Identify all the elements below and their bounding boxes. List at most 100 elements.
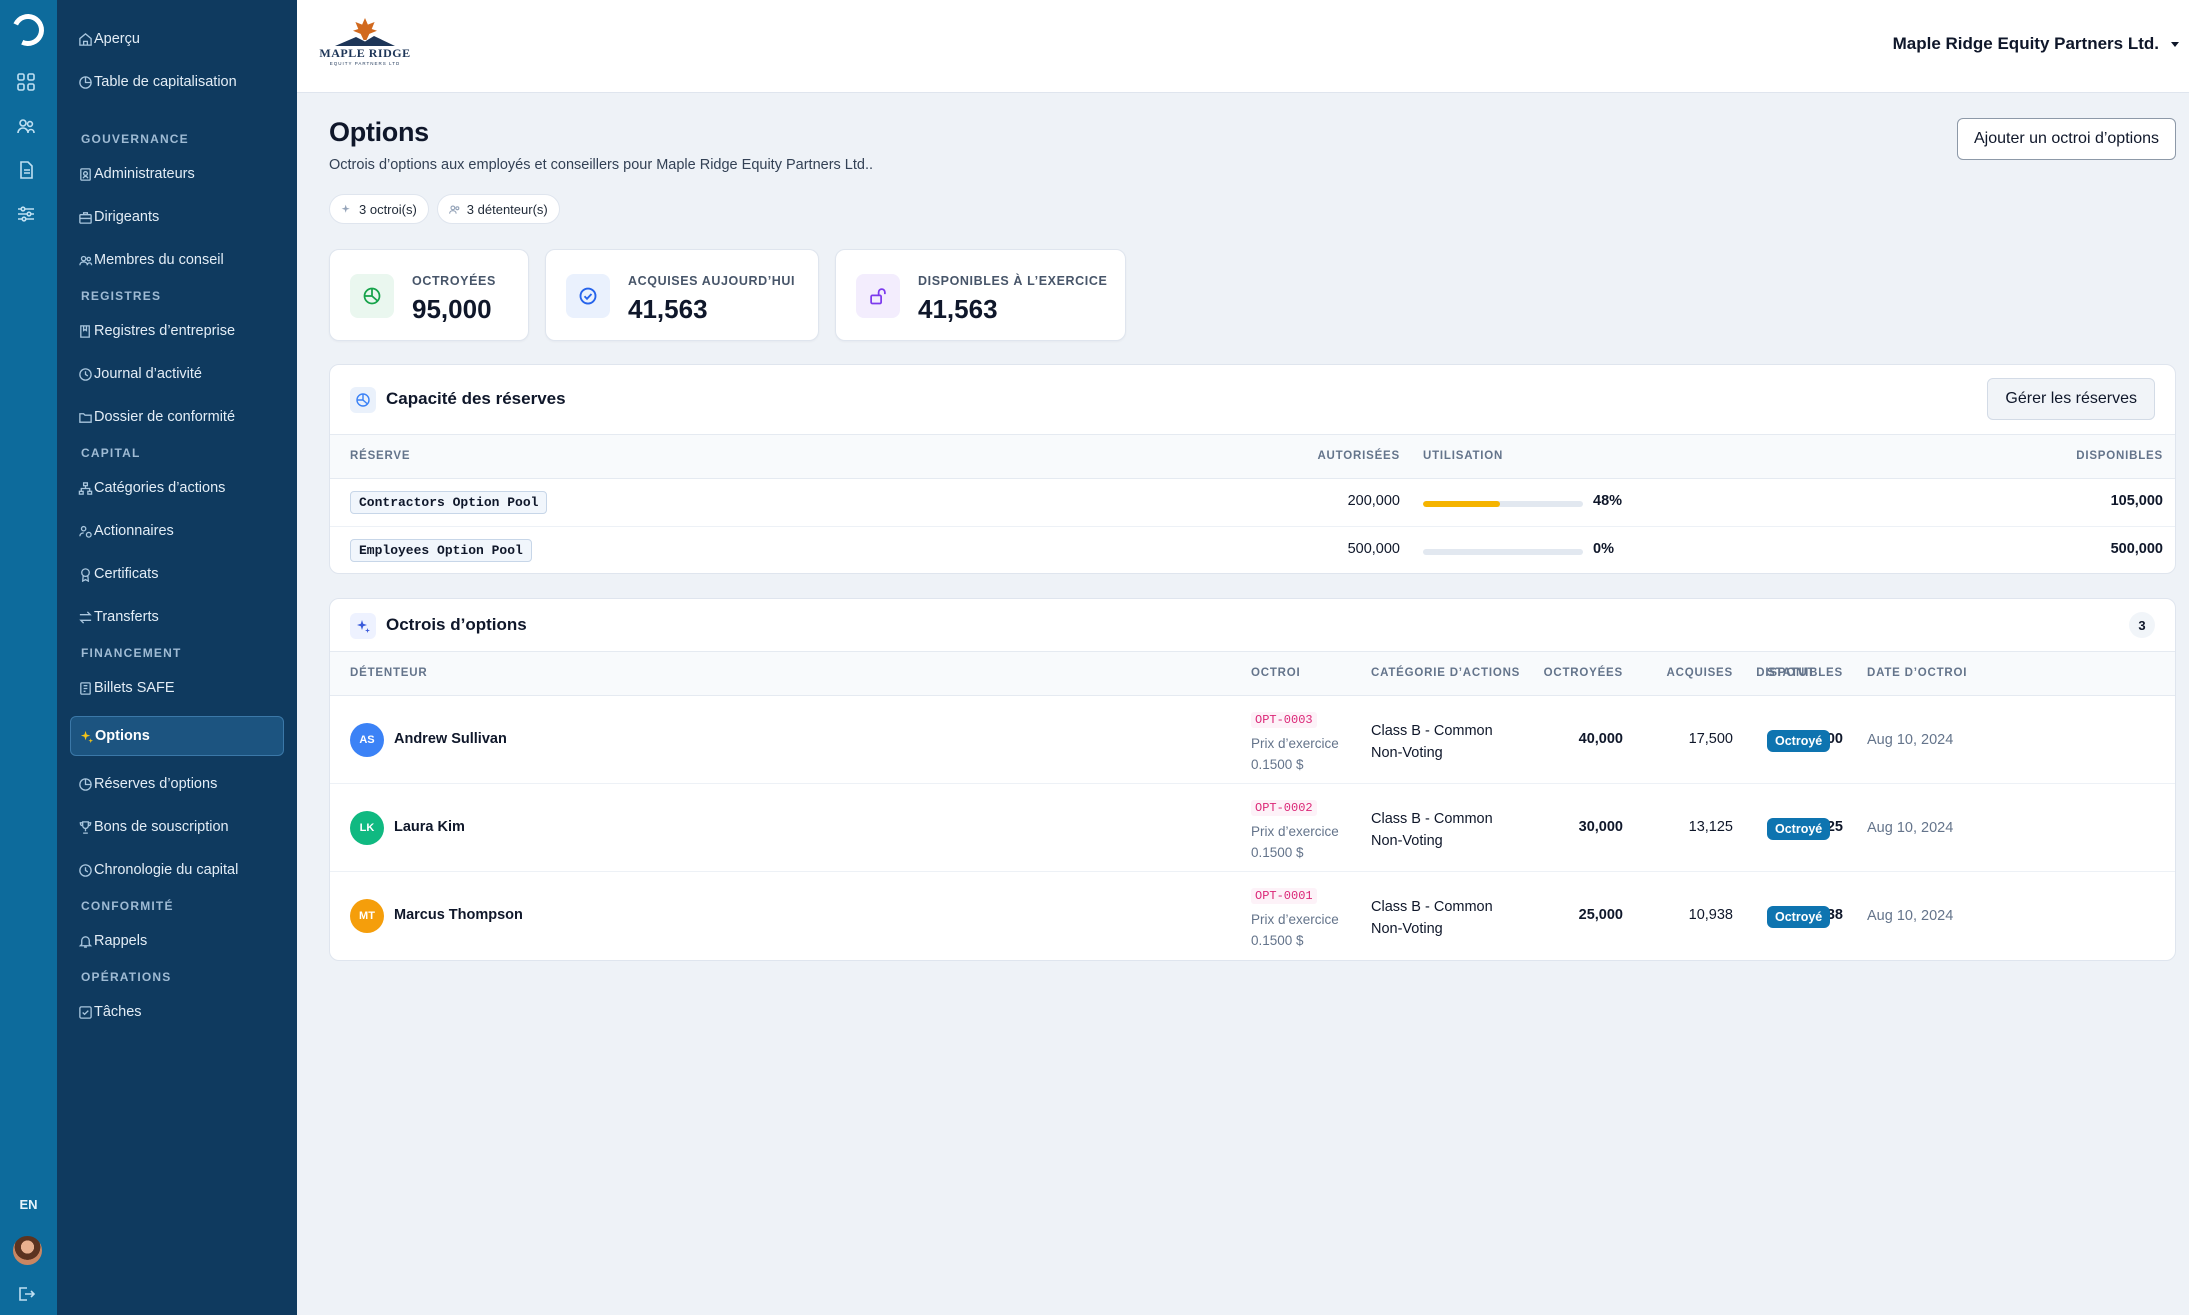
sidebar-item-categories[interactable]: Catégories d’actions (70, 473, 284, 503)
stat-card-exercisable: DISPONIBLES À L’EXERCICE 41,563 (835, 249, 1126, 341)
user-avatar[interactable] (11, 1234, 44, 1267)
pool-name: Contractors Option Pool (350, 491, 548, 514)
table-row[interactable]: LK Laura Kim OPT-0002 Prix d’exercice 0.… (330, 784, 2175, 872)
sidebar-item-label: Membres du conseil (94, 252, 224, 268)
panel-header: Octrois d’options 3 (330, 599, 2175, 652)
sidebar-item-journal[interactable]: Journal d’activité (70, 359, 284, 389)
column-header[interactable]: AUTORISÉES (1317, 450, 1400, 462)
vested-value: 13,125 (1688, 819, 1733, 835)
pie-chart-icon (350, 274, 394, 318)
add-option-grant-button[interactable]: Ajouter un octroi d’options (1957, 118, 2176, 160)
usage-percent: 48% (1593, 493, 1623, 509)
exercise-price: Prix d’exercice 0.1500 $ (1251, 909, 1339, 951)
summary-chips: 3 octroi(s) 3 détenteur(s) (329, 194, 560, 224)
table-row[interactable]: AS Andrew Sullivan OPT-0003 Prix d’exerc… (330, 696, 2175, 784)
sidebar-item-actionnaires[interactable]: Actionnaires (70, 516, 284, 546)
column-header[interactable]: DATE D’OCTROI (1867, 667, 1968, 679)
sidebar-item-taches[interactable]: Tâches (70, 997, 284, 1027)
sidebar-item-label: Réserves d’options (94, 776, 218, 792)
sidebar-item-chronologie[interactable]: Chronologie du capital (70, 855, 284, 885)
sparkle-icon (350, 613, 376, 639)
chevron-down-icon (2171, 41, 2179, 47)
users-icon[interactable] (16, 116, 36, 136)
stat-value: 41,563 (918, 294, 998, 324)
sidebar-item-billets-safe[interactable]: Billets SAFE (70, 673, 284, 703)
column-header[interactable]: ACQUISES (1666, 667, 1733, 679)
holder-name[interactable]: Andrew Sullivan (394, 731, 507, 747)
table-row[interactable]: Employees Option Pool 500,000 0% 500,000 (330, 527, 2175, 573)
shareholders-icon (79, 525, 92, 538)
sidebar-item-label: Actionnaires (94, 523, 174, 539)
language-toggle[interactable]: EN (19, 1197, 38, 1212)
column-header[interactable]: DISPONIBLES (1756, 667, 1843, 679)
sidebar-item-administrateurs[interactable]: Administrateurs (70, 159, 284, 189)
stat-card-granted: OCTROYÉES 95,000 (329, 249, 529, 341)
grant-code: OPT-0001 (1251, 888, 1317, 904)
app-logo-icon[interactable] (7, 9, 49, 51)
sidebar-item-certificats[interactable]: Certificats (70, 559, 284, 589)
sidebar-item-label: Bons de souscription (94, 819, 229, 835)
sidebar: Aperçu Table de capitalisation GOUVERNAN… (57, 0, 297, 1315)
stat-card-vested: ACQUISES AUJOURD’HUI 41,563 (545, 249, 819, 341)
holder-name[interactable]: Laura Kim (394, 819, 465, 835)
column-header[interactable]: RÉSERVE (350, 450, 411, 462)
avatar: LK (350, 811, 384, 845)
sidebar-item-label: Certificats (94, 566, 159, 582)
sidebar-item-label: Journal d’activité (94, 366, 202, 382)
sidebar-item-registres[interactable]: Registres d’entreprise (70, 316, 284, 346)
company-switcher[interactable]: Maple Ridge Equity Partners Ltd. (1893, 34, 2179, 54)
granted-value: 30,000 (1578, 819, 1623, 835)
exercise-price: Prix d’exercice 0.1500 $ (1251, 821, 1339, 863)
exercise-price-value: 0.1500 $ (1251, 845, 1304, 860)
sidebar-item-cap-table[interactable]: Table de capitalisation (70, 67, 284, 97)
grid-icon[interactable] (16, 72, 36, 92)
column-header[interactable]: OCTROI (1251, 667, 1301, 679)
hierarchy-icon (78, 482, 93, 495)
chip-label: 3 détenteur(s) (466, 201, 548, 217)
panel-header: Capacité des réserves Gérer les réserves (330, 365, 2175, 435)
column-header[interactable]: DÉTENTEUR (350, 667, 428, 679)
sidebar-item-membres-conseil[interactable]: Membres du conseil (70, 245, 284, 275)
document-icon[interactable] (16, 160, 36, 180)
holder-name[interactable]: Marcus Thompson (394, 907, 523, 923)
share-class: Class B - Common Non-Voting (1371, 720, 1493, 764)
stat-label: ACQUISES AUJOURD’HUI (628, 274, 796, 288)
sliders-icon[interactable] (16, 204, 36, 224)
sidebar-item-transferts[interactable]: Transferts (70, 602, 284, 632)
column-header[interactable]: OCTROYÉES (1543, 667, 1623, 679)
logout-icon[interactable] (16, 1284, 36, 1304)
sidebar-item-bons-souscription[interactable]: Bons de souscription (70, 812, 284, 842)
page-title: Options (329, 117, 429, 147)
grant-date: Aug 10, 2024 (1867, 732, 1954, 748)
table-row[interactable]: Contractors Option Pool 200,000 48% 105,… (330, 479, 2175, 527)
sidebar-item-rappels[interactable]: Rappels (70, 926, 284, 956)
exercise-price-label: Prix d’exercice (1251, 736, 1339, 751)
table-header: RÉSERVE AUTORISÉES UTILISATION DISPONIBL… (330, 435, 2175, 479)
column-header[interactable]: STATUT (1767, 667, 1816, 679)
column-header[interactable]: CATÉGORIE D’ACTIONS (1371, 667, 1521, 679)
stat-value: 95,000 (412, 294, 492, 324)
vested-value: 17,500 (1688, 731, 1733, 747)
sidebar-item-label: Dossier de conformité (94, 409, 236, 425)
sidebar-item-dirigeants[interactable]: Dirigeants (70, 202, 284, 232)
sparkle-icon (80, 730, 94, 744)
sidebar-item-options[interactable]: Options (70, 716, 284, 756)
company-name: Maple Ridge Equity Partners Ltd. (1892, 34, 2159, 53)
sidebar-item-apercu[interactable]: Aperçu (70, 24, 284, 54)
avatar: MT (350, 899, 384, 933)
sidebar-section-title: OPÉRATIONS (81, 970, 172, 984)
manage-pools-button[interactable]: Gérer les réserves (1987, 378, 2155, 420)
note-icon (80, 682, 91, 695)
sidebar-item-reserves-options[interactable]: Réserves d’options (70, 769, 284, 799)
sparkle-icon (341, 204, 350, 213)
grant-date: Aug 10, 2024 (1867, 908, 1954, 924)
column-header[interactable]: UTILISATION (1423, 450, 1504, 462)
check-circle-icon (566, 274, 610, 318)
sidebar-item-dossier-conformite[interactable]: Dossier de conformité (70, 402, 284, 432)
table-row[interactable]: MT Marcus Thompson OPT-0001 Prix d’exerc… (330, 872, 2175, 960)
column-header[interactable]: DISPONIBLES (2076, 450, 2163, 462)
avatar: AS (350, 723, 384, 757)
award-icon (81, 568, 90, 582)
status-badge: Octroyé (1767, 730, 1831, 752)
chip-label: 3 octroi(s) (359, 201, 417, 217)
